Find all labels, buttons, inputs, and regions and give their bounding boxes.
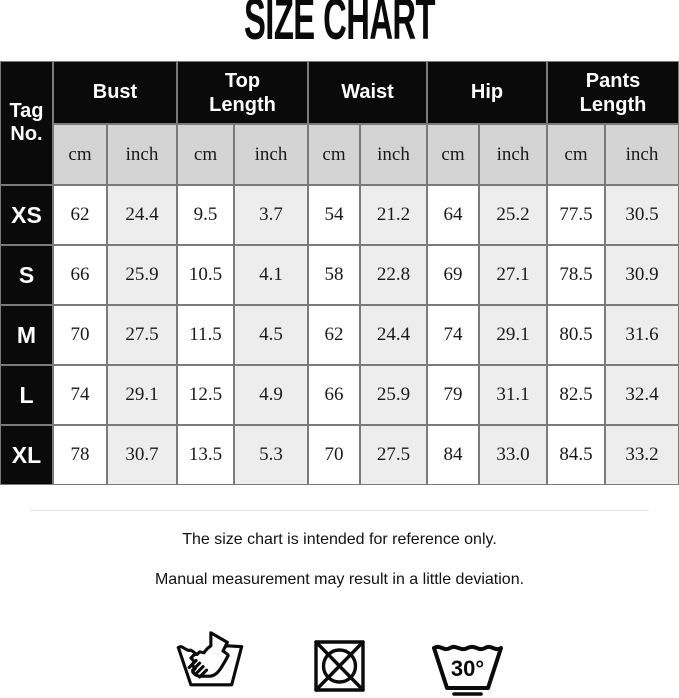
- svg-text:30°: 30°: [451, 656, 484, 681]
